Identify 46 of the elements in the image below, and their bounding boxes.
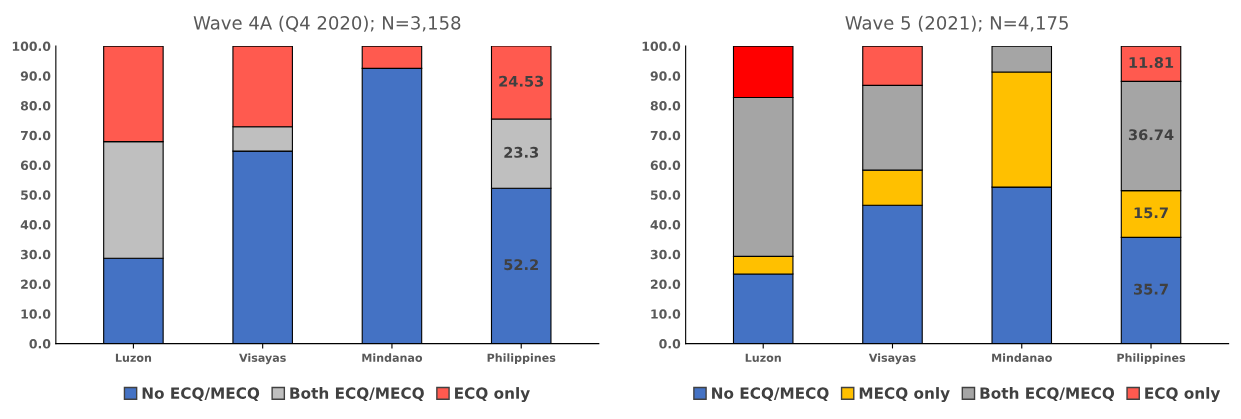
y-tick-label: 30.0 bbox=[650, 249, 681, 260]
legend-label: MECQ only bbox=[859, 387, 950, 402]
legend-label: No ECQ/MECQ bbox=[142, 387, 260, 401]
x-tick-label: Mindanao bbox=[992, 353, 1052, 362]
y-tick-label: 40.0 bbox=[650, 220, 681, 230]
y-tick-label: 100.0 bbox=[12, 41, 51, 52]
y-tick-label: 50.0 bbox=[650, 190, 681, 200]
chart-title: Wave 5 (2021); N=4,175 bbox=[845, 15, 1068, 32]
x-tick-label: Philippines bbox=[487, 353, 556, 365]
data-label: 52.2 bbox=[504, 259, 538, 271]
x-tick-label: Philippines bbox=[1117, 353, 1186, 365]
y-tick-label: 0.0 bbox=[29, 339, 51, 349]
y-tick-label: 10.0 bbox=[21, 309, 51, 319]
legend-label: Both ECQ/MECQ bbox=[980, 387, 1115, 401]
y-tick-label: 40.0 bbox=[20, 220, 51, 230]
x-tick-label: Luzon bbox=[745, 353, 781, 362]
data-label: 35.7 bbox=[1134, 283, 1168, 295]
y-tick-label: 60.0 bbox=[20, 160, 51, 171]
data-label: 36.74 bbox=[1128, 129, 1174, 141]
data-label: 15.7 bbox=[1134, 207, 1168, 219]
y-tick-label: 20.0 bbox=[21, 279, 51, 290]
y-tick-label: 70.0 bbox=[20, 130, 51, 141]
y-tick-label: 20.0 bbox=[650, 279, 681, 290]
legend-label: ECQ only bbox=[1145, 387, 1221, 402]
legend-label: ECQ only bbox=[455, 387, 530, 402]
y-tick-label: 90.0 bbox=[20, 71, 51, 81]
y-tick-label: 60.0 bbox=[650, 160, 681, 171]
legend-label: Both ECQ/MECQ bbox=[290, 387, 424, 401]
x-tick-label: Luzon bbox=[115, 353, 152, 362]
y-tick-label: 10.0 bbox=[651, 309, 681, 319]
y-tick-label: 30.0 bbox=[20, 249, 51, 260]
legend-label: No ECQ/MECQ bbox=[712, 387, 829, 401]
chart-title: Wave 4A (Q4 2020); N=3,158 bbox=[193, 15, 461, 32]
data-label: 24.53 bbox=[499, 75, 544, 87]
y-tick-label: 100.0 bbox=[642, 41, 681, 52]
y-tick-label: 80.0 bbox=[20, 101, 51, 111]
y-tick-label: 90.0 bbox=[650, 71, 681, 81]
y-tick-label: 80.0 bbox=[650, 101, 681, 111]
y-tick-label: 0.0 bbox=[659, 339, 681, 349]
data-label: 23.3 bbox=[504, 146, 539, 158]
y-tick-label: 50.0 bbox=[21, 190, 51, 200]
data-label: 11.81 bbox=[1129, 57, 1174, 69]
x-tick-label: Visayas bbox=[868, 353, 916, 365]
x-tick-label: Mindanao bbox=[362, 353, 423, 362]
x-tick-label: Visayas bbox=[239, 353, 286, 365]
y-tick-label: 70.0 bbox=[650, 130, 681, 141]
